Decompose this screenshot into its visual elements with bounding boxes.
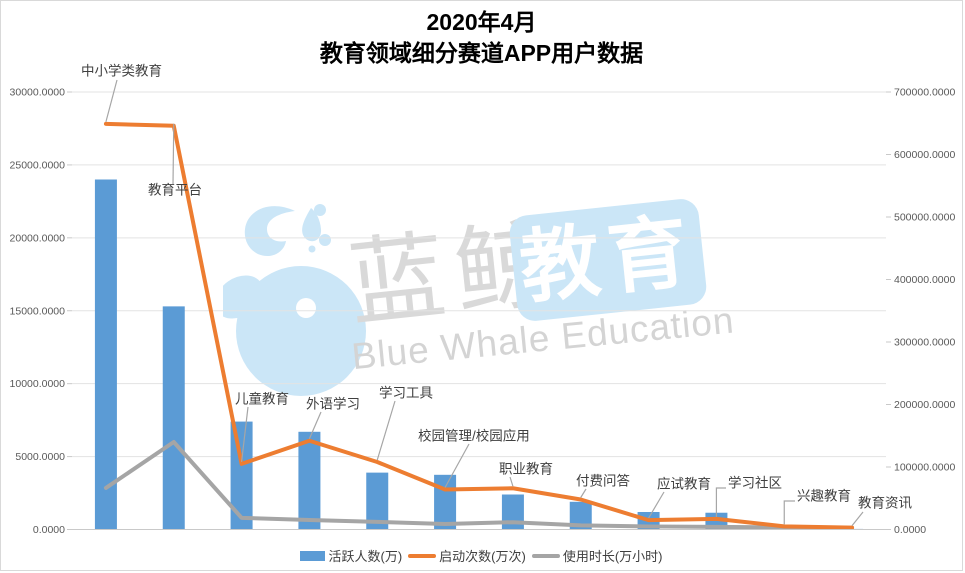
legend-label: 活跃人数(万) bbox=[328, 549, 403, 564]
leader-line bbox=[509, 476, 514, 487]
category-label-学习工具: 学习工具 bbox=[379, 386, 433, 401]
category-label-儿童教育: 儿童教育 bbox=[235, 391, 289, 407]
left-axis-labels: 0.0000 5000.0000 10000.0000 15000.0000 20000… bbox=[10, 87, 72, 536]
launch-count-line-group bbox=[103, 121, 855, 530]
chart-title-line1: 2020年4月 bbox=[426, 9, 537, 35]
leader-line bbox=[105, 79, 118, 123]
right-axis-tick-label: 400000.0000 bbox=[894, 274, 955, 286]
right-axis-tick-label: 500000.0000 bbox=[894, 212, 955, 224]
category-label-教育平台: 教育平台 bbox=[148, 183, 202, 198]
left-axis-tick-label: 30000.0000 bbox=[10, 87, 66, 99]
legend-label: 使用时长(万小时) bbox=[562, 549, 663, 564]
right-axis-labels: 0.0000 100000.0000 200000.0000 300000.0000 4… bbox=[886, 87, 955, 536]
leader-line bbox=[783, 500, 795, 525]
legend-bar-swatch bbox=[300, 550, 326, 561]
legend-item-launch-count: 启动次数(万次) bbox=[408, 546, 526, 565]
usage-hours-line bbox=[103, 440, 855, 530]
leader-line bbox=[172, 123, 175, 185]
leader-line bbox=[715, 487, 726, 517]
category-label-学习社区: 学习社区 bbox=[728, 476, 782, 491]
bar-学习工具 bbox=[366, 472, 389, 530]
left-axis-tick-label: 10000.0000 bbox=[10, 378, 66, 390]
gridlines bbox=[72, 91, 886, 458]
leader-line bbox=[308, 411, 322, 439]
legend-item-usage-hours: 使用时长(万小时) bbox=[531, 546, 663, 565]
left-axis-tick-label: 25000.0000 bbox=[10, 159, 66, 171]
bar-中小学类教育 bbox=[94, 179, 117, 530]
right-axis-tick-label: 200000.0000 bbox=[894, 399, 955, 411]
legend-item-active-users: 活跃人数(万) bbox=[300, 546, 402, 565]
legend-label: 启动次数(万次) bbox=[439, 549, 526, 564]
category-label-中小学类教育: 中小学类教育 bbox=[81, 64, 162, 79]
bar-外语学习 bbox=[298, 431, 321, 530]
right-axis-tick-label: 300000.0000 bbox=[894, 337, 955, 349]
chart-title: 2020年4月 教育领域细分赛道APP用户数据 bbox=[1, 7, 962, 69]
leader-line bbox=[240, 406, 249, 462]
category-label-兴趣教育: 兴趣教育 bbox=[797, 489, 851, 504]
left-axis-tick-label: 5000.0000 bbox=[15, 451, 65, 463]
leader-line bbox=[376, 400, 396, 461]
bar-series bbox=[94, 179, 864, 530]
left-axis-tick-label: 15000.0000 bbox=[10, 305, 66, 317]
category-label-教育资讯: 教育资讯 bbox=[858, 496, 912, 511]
legend: 活跃人数(万) 启动次数(万次) 使用时长(万小时) bbox=[1, 546, 962, 565]
legend-gray-line-swatch bbox=[531, 553, 560, 558]
category-label-外语学习: 外语学习 bbox=[306, 397, 360, 412]
bar-教育平台 bbox=[162, 306, 185, 530]
category-label-校园管理/校园应用: 校园管理/校园应用 bbox=[418, 428, 530, 444]
launch-count-line bbox=[103, 121, 855, 530]
right-axis-tick-label: 0.0000 bbox=[894, 524, 926, 536]
bar-校园管理/校园应用 bbox=[434, 474, 457, 530]
chart-title-line2: 教育领域细分赛道APP用户数据 bbox=[319, 40, 644, 66]
leader-line bbox=[580, 488, 587, 498]
leader-line bbox=[648, 491, 665, 519]
leader-line bbox=[444, 443, 470, 488]
category-label-应试教育: 应试教育 bbox=[657, 476, 711, 492]
category-label-付费问答: 付费问答 bbox=[576, 473, 630, 489]
legend-orange-line-swatch bbox=[408, 553, 437, 558]
bar-儿童教育 bbox=[230, 421, 253, 530]
left-axis-tick-label: 0.0000 bbox=[33, 524, 65, 536]
right-axis-tick-label: 700000.0000 bbox=[894, 87, 955, 99]
left-axis-tick-label: 20000.0000 bbox=[10, 232, 66, 244]
right-axis-tick-label: 100000.0000 bbox=[894, 462, 955, 474]
category-label-职业教育: 职业教育 bbox=[499, 462, 553, 477]
right-axis-tick-label: 600000.0000 bbox=[894, 149, 955, 161]
usage-hours-line-group bbox=[103, 440, 855, 530]
bar-付费问答 bbox=[569, 501, 592, 530]
leader-line bbox=[851, 511, 864, 527]
